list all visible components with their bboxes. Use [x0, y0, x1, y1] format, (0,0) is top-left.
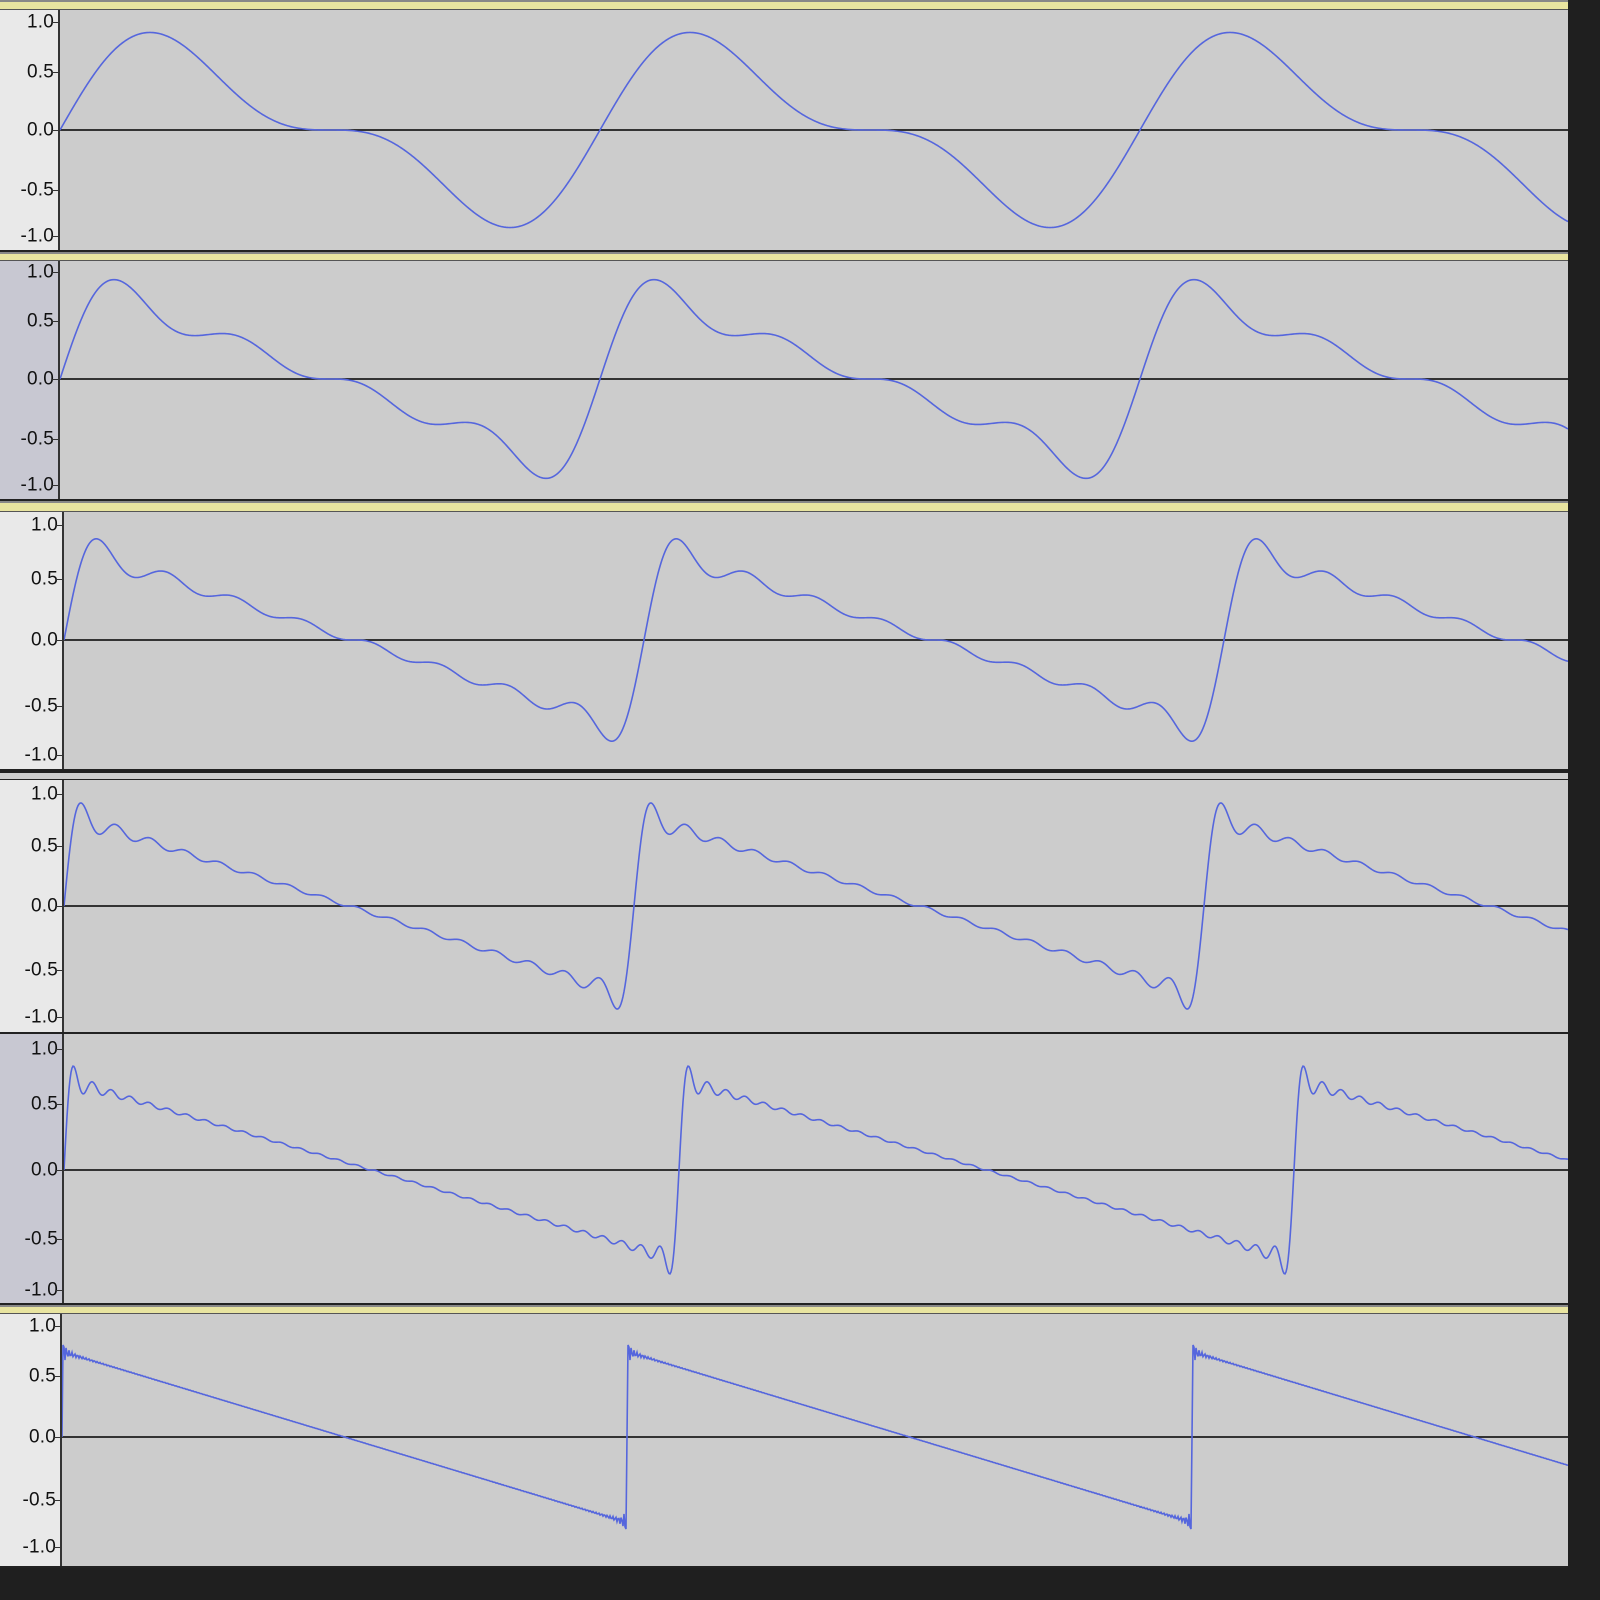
ruler-tick [56, 579, 62, 580]
ruler-label: -1.0 [24, 1279, 58, 1301]
ruler-tick [54, 1437, 60, 1438]
ruler-label: 0.5 [30, 568, 58, 590]
ruler-label: -0.5 [24, 959, 58, 981]
ruler-label: 0.0 [26, 119, 54, 141]
track-3[interactable]: 1.0 0.5 0.0 -0.5 -1.0 [0, 501, 1568, 771]
ruler-tick [52, 321, 58, 322]
ruler-tick [52, 22, 58, 23]
ruler-label: 0.5 [28, 1365, 56, 1387]
ruler-label: 0.5 [30, 1093, 58, 1115]
track-header-bar[interactable] [0, 252, 1568, 261]
waveform-area[interactable] [60, 261, 1568, 499]
ruler-tick [56, 1049, 62, 1050]
ruler-label: -0.5 [20, 428, 54, 450]
ruler-label: -1.0 [24, 744, 58, 766]
track-2[interactable]: 1.0 0.5 0.0 -0.5 -1.0 [0, 252, 1568, 501]
track-header-bar[interactable] [0, 771, 1568, 780]
ruler-tick [56, 1017, 62, 1018]
ruler-tick [52, 485, 58, 486]
waveform-svg [64, 1065, 1568, 1275]
ruler-tick [52, 190, 58, 191]
waveform-area[interactable] [62, 1314, 1568, 1566]
ruler-tick [54, 1547, 60, 1548]
ruler-tick [52, 236, 58, 237]
track-header-bar[interactable] [0, 1305, 1568, 1314]
amplitude-ruler[interactable]: 1.0 0.5 0.0 -0.5 -1.0 [0, 1314, 62, 1566]
ruler-label: 0.5 [26, 61, 54, 83]
ruler-label: -0.5 [20, 179, 54, 201]
amplitude-ruler[interactable]: 1.0 0.5 0.0 -0.5 -1.0 [0, 261, 60, 499]
ruler-tick [56, 846, 62, 847]
ruler-label: -0.5 [22, 1489, 56, 1511]
ruler-tick [56, 640, 62, 641]
ruler-tick [54, 1500, 60, 1501]
waveform-line [60, 278, 1568, 480]
ruler-tick [52, 272, 58, 273]
waveform-line [64, 537, 1568, 743]
ruler-label: -1.0 [24, 1006, 58, 1028]
track-header-bar[interactable] [0, 0, 1568, 10]
ruler-tick [54, 1376, 60, 1377]
waveform-svg [60, 31, 1568, 229]
ruler-label: -1.0 [22, 1536, 56, 1558]
waveform-svg [62, 1344, 1568, 1530]
ruler-tick [56, 1290, 62, 1291]
ruler-tick [56, 755, 62, 756]
ruler-tick [52, 379, 58, 380]
amplitude-ruler[interactable]: 1.0 0.5 0.0 -0.5 -1.0 [0, 780, 64, 1032]
ruler-label: 1.0 [30, 783, 58, 805]
ruler-label: 1.0 [30, 1038, 58, 1060]
waveform-area[interactable] [64, 780, 1568, 1032]
ruler-label: 1.0 [30, 514, 58, 536]
ruler-label: 0.0 [28, 1426, 56, 1448]
waveform-svg [60, 278, 1568, 480]
waveform-area[interactable] [64, 512, 1568, 769]
waveform-area[interactable] [64, 1034, 1568, 1303]
ruler-label: -0.5 [24, 1228, 58, 1250]
amplitude-ruler[interactable]: 1.0 0.5 0.0 -0.5 -1.0 [0, 1034, 64, 1303]
ruler-label: -1.0 [20, 225, 54, 247]
ruler-tick [56, 794, 62, 795]
ruler-tick [56, 906, 62, 907]
track-5[interactable]: 1.0 0.5 0.0 -0.5 -1.0 [0, 1034, 1568, 1305]
ruler-tick [52, 130, 58, 131]
ruler-label: -1.0 [20, 474, 54, 496]
waveform-area[interactable] [60, 10, 1568, 250]
track-stack: 1.0 0.5 0.0 -0.5 -1.0 1.0 0.5 0.0 -0.5 -1.0 1.0 0.5… [0, 0, 1568, 1568]
ruler-tick [54, 1326, 60, 1327]
ruler-tick [52, 72, 58, 73]
ruler-label: 0.0 [30, 895, 58, 917]
ruler-tick [56, 1239, 62, 1240]
waveform-svg [64, 802, 1568, 1010]
amplitude-ruler[interactable]: 1.0 0.5 0.0 -0.5 -1.0 [0, 512, 64, 769]
ruler-tick [56, 970, 62, 971]
track-4[interactable]: 1.0 0.5 0.0 -0.5 -1.0 [0, 771, 1568, 1034]
ruler-tick [56, 1104, 62, 1105]
waveform-line [62, 1344, 1568, 1530]
ruler-label: -0.5 [24, 695, 58, 717]
waveform-line [64, 802, 1568, 1010]
ruler-label: 1.0 [26, 11, 54, 33]
ruler-tick [56, 1170, 62, 1171]
track-1[interactable]: 1.0 0.5 0.0 -0.5 -1.0 [0, 0, 1568, 252]
waveform-svg [64, 537, 1568, 743]
track-header-bar[interactable] [0, 501, 1568, 512]
ruler-label: 0.5 [26, 310, 54, 332]
ruler-tick [56, 525, 62, 526]
amplitude-ruler[interactable]: 1.0 0.5 0.0 -0.5 -1.0 [0, 10, 60, 250]
ruler-label: 0.0 [30, 1159, 58, 1181]
ruler-tick [52, 439, 58, 440]
ruler-label: 0.0 [26, 368, 54, 390]
ruler-label: 1.0 [26, 261, 54, 283]
waveform-line [64, 1065, 1568, 1275]
track-6[interactable]: 1.0 0.5 0.0 -0.5 -1.0 [0, 1305, 1568, 1568]
ruler-label: 1.0 [28, 1315, 56, 1337]
ruler-label: 0.5 [30, 835, 58, 857]
ruler-tick [56, 706, 62, 707]
ruler-label: 0.0 [30, 629, 58, 651]
waveform-line [60, 31, 1568, 229]
